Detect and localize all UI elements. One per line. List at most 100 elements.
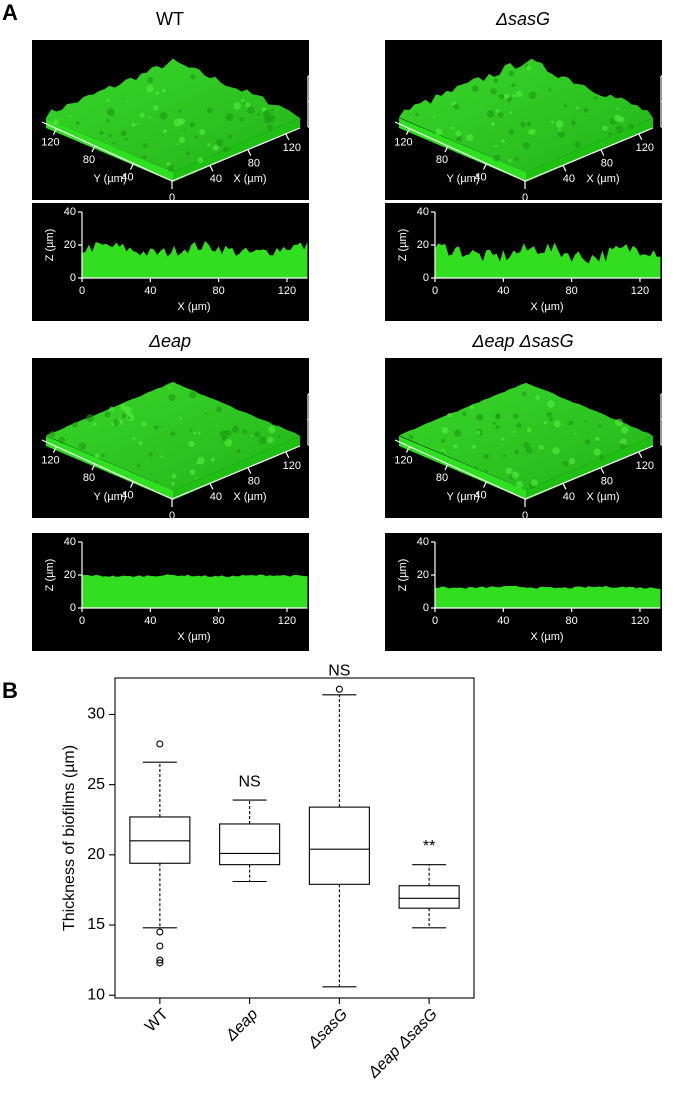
texture	[216, 406, 223, 413]
texture	[245, 102, 251, 108]
tick-label: 0	[522, 510, 528, 522]
texture	[225, 113, 234, 121]
box	[129, 816, 191, 864]
texture	[142, 155, 147, 160]
tick	[405, 446, 410, 453]
texture	[549, 417, 554, 421]
texture	[132, 436, 136, 441]
texture	[471, 444, 477, 449]
texture	[101, 453, 105, 458]
tick	[444, 145, 449, 153]
texture	[222, 146, 229, 153]
texture	[142, 143, 148, 149]
y-tick-label: 25	[87, 776, 105, 793]
texture	[495, 425, 500, 430]
tick-label: 80	[566, 615, 578, 627]
texture	[548, 88, 552, 92]
outlier	[156, 942, 164, 950]
texture	[520, 121, 526, 128]
tick-label: 40	[64, 206, 76, 218]
texture	[112, 141, 115, 145]
texture	[167, 165, 175, 172]
tick-label: 0	[423, 272, 429, 284]
texture	[574, 432, 577, 435]
texture	[440, 439, 446, 444]
texture	[598, 423, 602, 428]
tick-label: 40	[667, 388, 679, 400]
texture	[152, 104, 159, 111]
tick-label: 120	[41, 136, 59, 148]
texture	[574, 141, 582, 149]
texture	[258, 436, 267, 445]
texture	[584, 419, 588, 423]
outlier	[335, 685, 343, 693]
tick-label: 80	[566, 285, 578, 297]
tick	[247, 467, 252, 474]
biofilm-side	[526, 436, 653, 500]
texture	[501, 139, 505, 143]
y-tick-label: 20	[87, 846, 105, 863]
texture	[254, 431, 261, 438]
texture	[529, 128, 536, 135]
axis-label: X (µm)	[530, 301, 563, 313]
texture	[86, 414, 94, 422]
texture	[526, 65, 532, 71]
texture	[131, 122, 136, 127]
axis	[524, 127, 654, 182]
tick-label: 40	[144, 615, 156, 627]
texture	[113, 419, 120, 426]
texture	[189, 469, 196, 475]
texture	[471, 85, 479, 93]
tick-label: 40	[210, 491, 222, 503]
texture	[557, 130, 565, 138]
texture	[543, 420, 548, 425]
texture	[146, 84, 154, 93]
texture	[514, 449, 520, 455]
texture	[136, 463, 141, 468]
outlier	[156, 956, 164, 964]
texture	[608, 131, 612, 136]
biofilm-side	[46, 118, 173, 182]
tick-label: 40	[474, 489, 486, 501]
texture	[227, 134, 232, 139]
x-tick-label: Δeap	[222, 1006, 261, 1045]
outlier	[156, 740, 164, 748]
texture	[231, 425, 239, 434]
texture	[572, 118, 575, 121]
axis	[41, 121, 173, 182]
texture	[173, 118, 182, 127]
tick-label: 40	[64, 536, 76, 548]
biofilm-top	[399, 382, 653, 490]
texture	[195, 477, 198, 480]
texture	[535, 395, 540, 400]
texture	[466, 133, 474, 141]
tick-label: 0	[70, 272, 76, 284]
tick-label: 80	[248, 157, 260, 169]
texture	[525, 447, 533, 454]
texture	[491, 122, 495, 126]
texture	[189, 429, 193, 432]
significance: NS	[239, 773, 261, 790]
texture	[495, 144, 498, 148]
texture	[495, 108, 500, 113]
texture	[234, 426, 237, 429]
texture	[553, 420, 562, 428]
biofilm-top	[399, 58, 653, 172]
tick-label: 80	[601, 475, 613, 487]
texture	[621, 426, 629, 434]
tick-label: 40	[497, 615, 509, 627]
texture	[515, 481, 524, 489]
texture	[516, 90, 523, 98]
texture	[78, 442, 87, 451]
texture	[505, 467, 513, 475]
texture	[189, 122, 195, 128]
texture	[179, 417, 183, 420]
texture	[71, 421, 78, 428]
tick-label: 40	[144, 285, 156, 297]
texture	[122, 97, 125, 100]
texture	[268, 425, 276, 434]
outlier	[156, 959, 164, 967]
texture	[546, 400, 555, 409]
tick-label: 0	[667, 439, 673, 451]
